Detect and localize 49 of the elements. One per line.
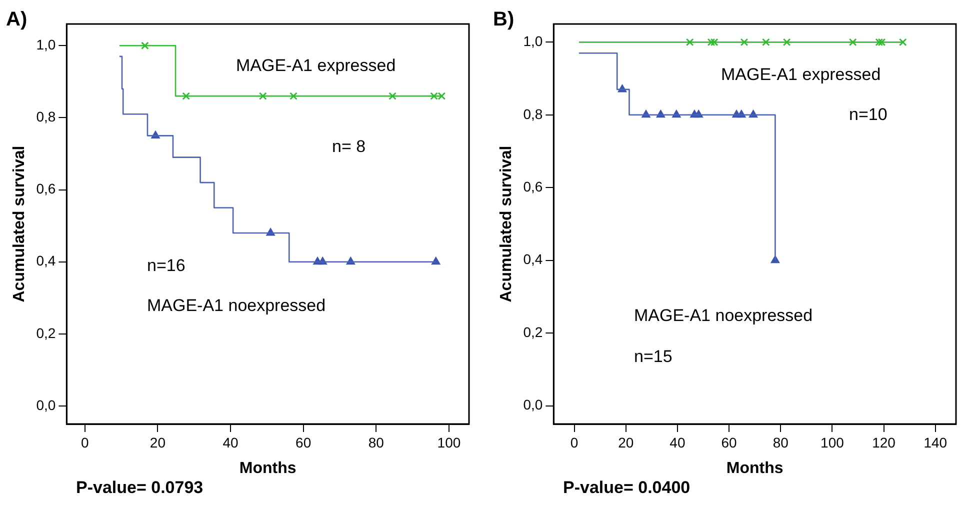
point [388, 92, 396, 100]
x-tick-label: 120 [872, 434, 896, 450]
x-axis-title: Months [726, 460, 784, 477]
y-tick-label: 0,4 [523, 251, 543, 268]
x-tick-label: 60 [721, 434, 738, 450]
annotation: MAGE-A1 noexpressed [147, 296, 326, 316]
annotation: MAGE-A1 noexpressed [634, 306, 813, 326]
point [290, 92, 298, 100]
y-tick-label: 0,6 [36, 180, 56, 197]
chart-title: A) [6, 8, 28, 31]
x-tick-label: 40 [670, 434, 686, 450]
y-axis-title: Acumulated survival [11, 146, 28, 302]
y-tick-label: 0,6 [523, 178, 543, 194]
x-tick-label: 60 [296, 434, 312, 450]
annotation: MAGE-A1 expressed [721, 65, 881, 85]
annotation: n= 8 [332, 137, 366, 157]
x-tick-label: 0 [570, 434, 578, 450]
x-tick-label: 80 [772, 434, 789, 450]
point [430, 92, 438, 100]
x-tick-label: 100 [437, 434, 461, 450]
point [141, 42, 149, 50]
y-tick-label: 0,0 [523, 396, 543, 413]
y-axis-title: Acumulated survival [498, 146, 516, 302]
x-tick-label: 40 [222, 434, 239, 450]
text: P-value= 0.0793 [76, 478, 204, 498]
annotation: n=16 [147, 256, 186, 276]
y-tick-label: 0,8 [36, 108, 56, 125]
point [438, 92, 446, 100]
text: P-value= 0.0400 [563, 478, 690, 498]
y-tick-label: 0,2 [36, 324, 56, 341]
y-tick-label: 1,0 [523, 33, 543, 50]
point [258, 92, 267, 100]
y-tick-label: 0,4 [36, 252, 56, 269]
y-tick-label: 1,0 [36, 36, 56, 52]
y-tick-label: 0,0 [36, 396, 56, 413]
annotation: n=10 [849, 105, 888, 125]
x-tick-label: 100 [820, 434, 844, 450]
y-tick-label: 0,2 [523, 324, 543, 340]
y-tick-label: 0,8 [523, 106, 543, 122]
annotation: n=15 [634, 347, 672, 367]
annotation: MAGE-A1 expressed [236, 56, 396, 76]
x-tick-label: 20 [150, 434, 166, 450]
x-tick-label: 0 [80, 434, 89, 450]
x-axis-title: Months [239, 460, 296, 477]
point [182, 92, 190, 100]
x-tick-label: 20 [618, 434, 634, 450]
chart-title: B) [493, 8, 514, 31]
x-tick-label: 140 [924, 434, 948, 450]
x-tick-label: 80 [368, 434, 384, 450]
